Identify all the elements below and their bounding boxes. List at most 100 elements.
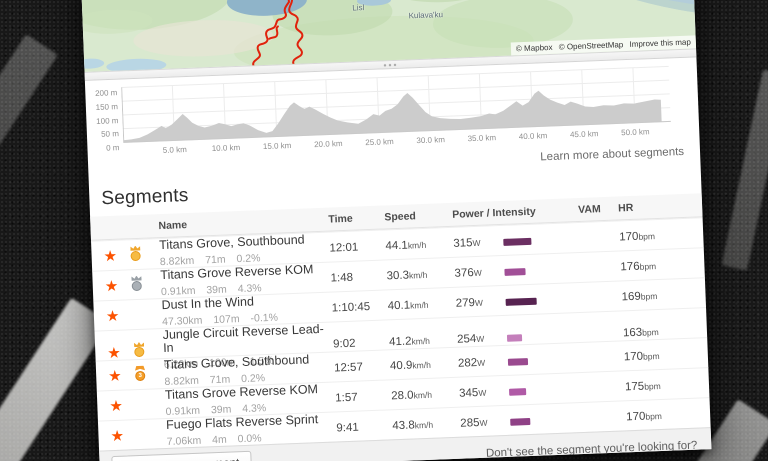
segment-elevation: 107m — [213, 313, 240, 327]
segment-power: 315 — [453, 236, 473, 250]
col-header-name: Name — [158, 218, 188, 232]
improve-map-link[interactable]: Improve this map — [629, 37, 692, 49]
segment-speed: 44.1 — [385, 239, 409, 252]
segment-elevation: 39m — [210, 403, 232, 417]
star-icon[interactable]: ★ — [103, 247, 118, 266]
segment-grade: 4.3% — [237, 282, 262, 296]
segment-speed: 43.8 — [392, 418, 415, 432]
segment-time: 9:41 — [336, 421, 359, 434]
intensity-bar — [506, 334, 523, 342]
achievement-medal-icon — [133, 342, 147, 358]
intensity-bar — [510, 417, 531, 426]
segment-vam — [586, 417, 626, 419]
x-tick-label: 10.0 km — [211, 142, 241, 154]
segment-power: 376 — [454, 266, 474, 280]
medal-crown-icon — [135, 365, 145, 370]
segment-time: 12:57 — [333, 360, 364, 374]
segment-speed: 40.1 — [387, 299, 411, 312]
activity-page: Lisl Kulava'ku © Mapbox © OpenStreetMap … — [80, 0, 712, 461]
segment-speed: 30.3 — [386, 269, 410, 282]
achievement-medal-icon — [130, 275, 144, 291]
x-tick-label: 25.0 km — [365, 137, 394, 148]
map-canvas — [80, 0, 697, 72]
y-tick-label: 0 m — [105, 143, 120, 153]
achievement-medal-icon — [129, 245, 143, 261]
segment-time: 12:01 — [329, 240, 359, 255]
x-tick-label: 35.0 km — [467, 133, 497, 144]
segment-question-text: Don't see the segment you're looking for… — [485, 439, 698, 460]
intensity-bar — [504, 267, 526, 276]
col-header-vam: VAM — [577, 202, 601, 216]
segment-hr: 176 — [620, 260, 640, 273]
segment-elevation: 71m — [209, 373, 231, 387]
segment-time: 9:02 — [332, 337, 356, 351]
mapbox-credit[interactable]: © Mapbox — [515, 42, 553, 54]
y-tick-label: 100 m — [96, 115, 119, 126]
route-polyline — [252, 0, 304, 72]
segments-table-body: ★ Titans Grove, Southbound 8.82km 71m 0.… — [91, 217, 711, 451]
x-tick-label: 20.0 km — [313, 139, 343, 150]
intensity-bar — [505, 297, 537, 306]
col-header-speed: Speed — [384, 209, 417, 223]
segment-speed: 28.0 — [390, 388, 414, 402]
col-header-power-intensity: Power / Intensity — [452, 205, 536, 221]
medal-crown-icon — [131, 275, 141, 280]
route-map[interactable]: Lisl Kulava'ku © Mapbox © OpenStreetMap … — [80, 0, 697, 72]
star-icon[interactable]: ★ — [109, 397, 124, 416]
segment-hr: 175 — [624, 380, 645, 393]
segment-elevation: 4m — [211, 433, 227, 447]
intensity-bar — [507, 357, 529, 366]
segment-power: 279 — [455, 296, 476, 310]
intensity-bar — [503, 237, 532, 246]
star-icon[interactable]: ★ — [105, 307, 120, 326]
x-tick-label: 50.0 km — [620, 127, 650, 138]
segment-vam — [585, 387, 625, 389]
segment-grade: -0.1% — [250, 311, 279, 325]
medal-disc — [130, 250, 141, 261]
star-icon[interactable]: ★ — [110, 427, 125, 446]
star-icon[interactable]: ★ — [107, 367, 123, 386]
segment-speed: 41.2 — [388, 335, 412, 349]
col-header-hr: HR — [617, 201, 634, 214]
create-segment-button[interactable]: Create a new segment — [111, 450, 252, 461]
segment-vam — [580, 267, 620, 269]
y-tick-label: 200 m — [94, 88, 118, 98]
segment-hr: 169 — [621, 290, 641, 303]
medal-crown-icon — [130, 245, 140, 250]
elevation-y-axis: 200 m 150 m 100 m 50 m 0 m — [91, 84, 124, 162]
x-tick-label: 5.0 km — [162, 144, 187, 155]
medal-disc — [134, 346, 145, 358]
x-tick-label: 45.0 km — [569, 129, 599, 140]
road-stripe — [721, 69, 768, 271]
segment-elevation: 39m — [206, 283, 228, 297]
segment-vam — [582, 297, 622, 299]
elevation-plot — [121, 65, 671, 143]
x-tick-label: 40.0 km — [518, 131, 548, 142]
map-place-label: Kulava'ku — [408, 10, 444, 21]
col-header-time: Time — [328, 212, 353, 226]
segment-time: 1:57 — [334, 391, 358, 404]
bay — [226, 0, 307, 16]
osm-credit-link[interactable]: © OpenStreetMap — [558, 40, 624, 52]
star-icon[interactable]: ★ — [107, 344, 122, 362]
segment-hr: 170 — [619, 230, 639, 243]
segment-hr: 170 — [623, 350, 644, 363]
segment-power: 345 — [458, 386, 479, 400]
elevation-chart: 200 m 150 m 100 m 50 m 0 m 5.0 km 10.0 km 15.0… — [85, 57, 700, 162]
segment-hr: 163 — [622, 326, 643, 340]
star-icon[interactable]: ★ — [104, 277, 119, 296]
segment-vam — [583, 333, 623, 335]
segment-time: 1:48 — [330, 271, 354, 285]
segment-hr: 170 — [625, 410, 646, 423]
segments-table: Name Time Speed Power / Intensity VAM HR… — [90, 193, 711, 451]
y-tick-label: 50 m — [100, 129, 120, 140]
medal-disc — [131, 280, 142, 291]
elevation-plot-area: 5.0 km 10.0 km 15.0 km 20.0 km 25.0 km 30.0 k… — [121, 63, 672, 161]
segment-speed: 40.9 — [389, 358, 413, 372]
grip-dots-icon — [382, 62, 399, 67]
intensity-bar — [508, 387, 527, 396]
segment-power: 282 — [457, 356, 478, 370]
segment-vam — [579, 237, 619, 239]
x-tick-label: 30.0 km — [416, 135, 446, 146]
segment-name-link[interactable]: Jungle Circuit Reverse Lead-In — [162, 321, 325, 356]
